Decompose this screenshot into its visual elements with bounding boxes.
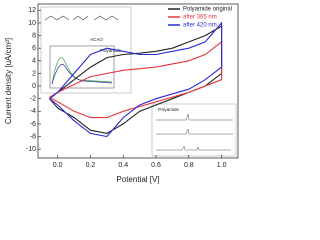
annotation: ACAO [90,37,103,42]
inset-curve [51,64,113,85]
inset-spectra [151,103,237,157]
x-tick-label: 0.4 [118,162,128,169]
insets: ACAO Polyamide Polyamide [40,6,237,157]
y-tick-label: -6 [30,121,36,128]
y-tick-label: -8 [30,133,36,140]
x-tick-label: 1.0 [217,162,227,169]
legend-label: after 365 nm [183,15,217,21]
plot-frame [37,3,239,159]
cv-curve [49,40,223,119]
y-tick-label: 4 [32,58,36,65]
y-tick-label: -10 [26,146,36,153]
y-tick-label: 0 [32,83,36,90]
legend-label: after 420 nm [183,23,217,29]
cv-curve [49,21,223,138]
y-tick-label: -4 [30,108,36,115]
annotation: Polyamide [158,107,180,112]
x-tick-label: 0.2 [86,162,96,169]
x-tick-label: 0.0 [53,162,63,169]
x-axis-label: Potential [V] [116,175,159,184]
y-tick-label: 8 [32,32,36,39]
y-tick-label: 12 [28,7,36,14]
legend-label: Polyamide original [183,7,232,13]
structure-sketch [44,15,119,21]
spectra-sketch [156,113,233,151]
annotation: Polyamide [100,48,122,53]
inset-plot [49,45,115,89]
y-tick-label: 6 [32,45,36,52]
y-tick-label: 10 [28,20,36,27]
y-axis-label: Current density [uA/cm²] [4,38,13,124]
chart: ACAO Polyamide Polyamide Potential [V] Cur… [4,3,239,184]
x-tick-label: 0.8 [184,162,194,169]
y-tick-label: 2 [32,70,36,77]
x-tick-label: 0.6 [151,162,161,169]
y-tick-label: -2 [30,96,36,103]
